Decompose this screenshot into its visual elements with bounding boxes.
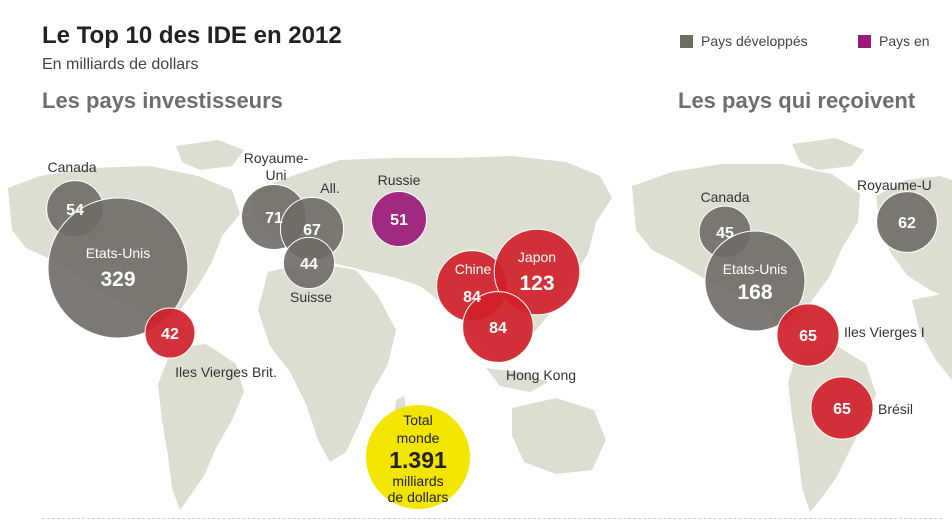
investor-label-etats-unis: Etats-Unis (86, 245, 151, 261)
investor-value-chine: 84 (463, 289, 481, 306)
recipient-value-iles-vierges-i: 65 (799, 328, 817, 345)
indonesia-shape (486, 368, 548, 392)
recipient-label-iles-vierges-i: Iles Vierges I (844, 324, 925, 340)
recipient-label-bresil: Brésil (878, 401, 913, 417)
total-value: 1.391 (389, 447, 447, 473)
section-title-investors: Les pays investisseurs (42, 88, 283, 113)
investor-value-japon: 123 (519, 272, 554, 295)
legend-item-emerging: Pays en (858, 33, 930, 49)
recipient-bubble-royaume-u (876, 191, 938, 253)
investor-value-all: 67 (303, 222, 321, 239)
recipient-value-canada: 45 (716, 225, 734, 242)
legend-swatch-developed (680, 34, 693, 48)
investor-bubble-suisse (282, 236, 336, 290)
recipient-label-canada: Canada (700, 189, 749, 205)
investor-value-suisse: 44 (300, 256, 318, 273)
investor-label-all: All. (320, 180, 339, 196)
africa-shape (258, 262, 396, 462)
recipient-value-bresil: 65 (833, 401, 851, 418)
investor-label-chine: Chine (455, 261, 492, 277)
section-title-recipients: Les pays qui reçoivent (678, 88, 916, 113)
legend-label-emerging: Pays en (879, 33, 930, 49)
investor-label-hong-kong: Hong Kong (506, 367, 576, 383)
chart-title: Le Top 10 des IDE en 2012 (42, 22, 342, 49)
legend-swatch-emerging (858, 34, 871, 48)
investor-bubble-iles-vierges-brit (144, 307, 196, 359)
investor-label-russie: Russie (378, 172, 421, 188)
total-label-1: Total (403, 412, 433, 428)
right-africa-shape (912, 292, 952, 380)
investor-value-hong-kong: 84 (489, 320, 507, 337)
recipient-value-etats-unis: 168 (737, 281, 772, 304)
investor-bubble-hong-kong (462, 291, 534, 363)
recipient-bubble-bresil (810, 376, 874, 440)
investor-label-royaume-uni-0: Royaume- (244, 150, 309, 166)
recipient-label-etats-unis: Etats-Unis (723, 261, 788, 277)
investor-label-japon: Japon (518, 249, 556, 265)
country-labels: 54 Canada 329 Etats-Unis 71 Royaume-Uni 67 All.… (47, 150, 931, 418)
bubbles (46, 180, 938, 440)
investor-label-royaume-uni-1: Uni (265, 167, 286, 183)
investor-value-iles-vierges-brit: 42 (161, 326, 179, 343)
investor-bubble-russie (370, 190, 428, 248)
investor-bubble-japon (493, 228, 581, 316)
total-bubble: Total monde 1.391 milliards de dollars (366, 405, 470, 509)
total-circle (366, 405, 470, 509)
investor-value-russie: 51 (390, 212, 408, 229)
recipient-bubble-etats-unis (704, 230, 806, 332)
total-label-4: de dollars (388, 489, 449, 505)
greenland-shape (176, 140, 244, 170)
investor-label-suisse: Suisse (290, 289, 332, 305)
chart-subtitle: En milliards de dollars (42, 56, 199, 73)
recipient-label-royaume-u: Royaume-U (857, 177, 932, 193)
investor-value-royaume-uni: 71 (265, 210, 283, 227)
legend-label-developed: Pays développés (701, 33, 808, 49)
investor-value-canada: 54 (66, 202, 84, 219)
bottom-divider (42, 518, 942, 519)
south-america-shape (158, 344, 244, 510)
recipient-value-royaume-u: 62 (898, 215, 916, 232)
recipient-bubble-iles-vierges-i (776, 303, 840, 367)
total-label-2: monde (397, 430, 440, 446)
investor-bubble-etats-unis (47, 197, 189, 339)
legend-item-developed: Pays développés (680, 33, 808, 49)
right-greenland-shape (792, 138, 864, 170)
australia-shape (512, 398, 606, 474)
investor-label-iles-vierges-brit: Iles Vierges Brit. (175, 364, 277, 380)
investor-label-canada: Canada (47, 159, 96, 175)
total-label-3: milliards (392, 473, 443, 489)
investor-value-etats-unis: 329 (100, 268, 135, 291)
